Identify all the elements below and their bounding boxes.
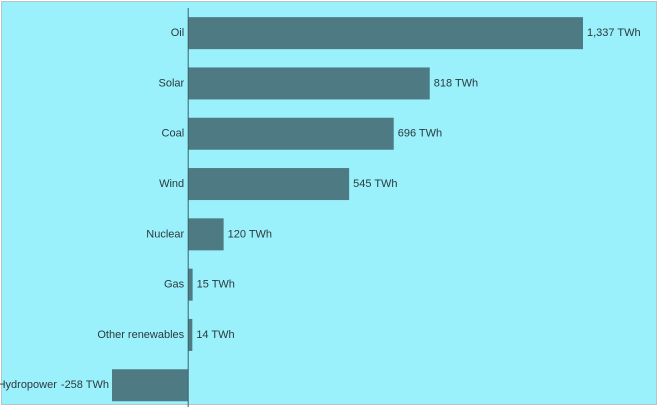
bar <box>188 117 394 150</box>
category-label: Other renewables <box>97 329 184 341</box>
value-label: 1,337 TWh <box>587 27 641 39</box>
category-label: Oil <box>171 27 184 39</box>
value-label: 696 TWh <box>398 128 442 140</box>
value-label: 545 TWh <box>353 178 397 190</box>
bar <box>188 168 350 201</box>
category-label: Gas <box>164 279 185 291</box>
category-label: Coal <box>162 128 185 140</box>
bar <box>188 17 583 50</box>
bar <box>188 318 193 351</box>
bar <box>188 67 430 100</box>
bar <box>112 369 189 402</box>
value-label: 14 TWh <box>196 329 234 341</box>
value-label: 818 TWh <box>434 77 478 89</box>
value-label: -258 TWh <box>61 379 109 391</box>
category-label: Hydropower <box>0 379 57 391</box>
value-label: 120 TWh <box>228 228 272 240</box>
category-label: Nuclear <box>146 228 184 240</box>
category-label: Solar <box>158 77 184 89</box>
bar <box>188 268 193 301</box>
bar <box>188 218 224 251</box>
category-label: Wind <box>159 178 184 190</box>
value-label: 15 TWh <box>197 279 235 291</box>
